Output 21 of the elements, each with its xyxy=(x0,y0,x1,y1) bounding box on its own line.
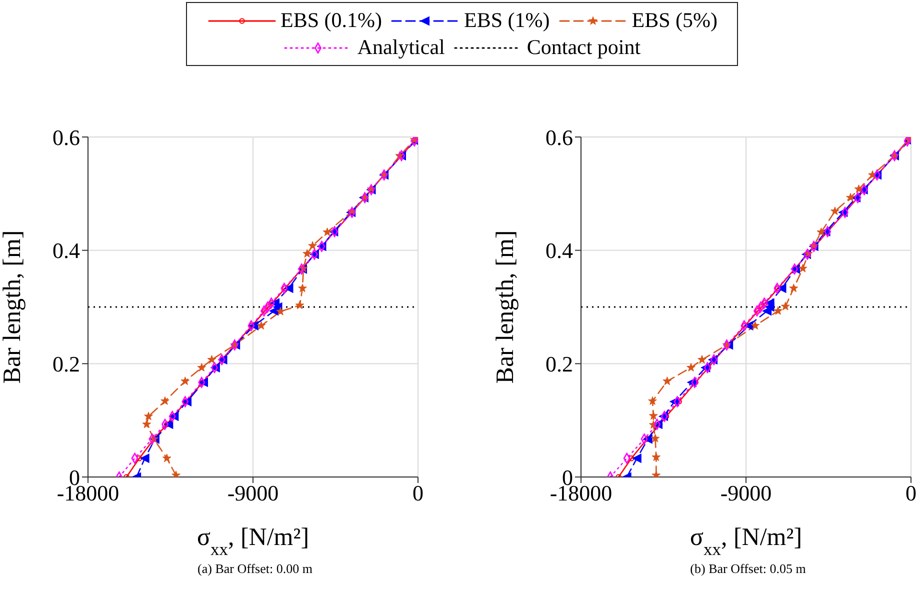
y-tick-label: 0.6 xyxy=(52,124,80,150)
y-tick-label: 0.2 xyxy=(52,351,80,376)
y-tick-label: 0.4 xyxy=(52,238,80,264)
text: (b) Bar Offset: 0.05 m xyxy=(689,561,807,577)
y-tick-label: 0.2 xyxy=(546,351,573,376)
y-tick-label: 0.4 xyxy=(546,238,573,264)
legend-label: Analytical xyxy=(357,35,445,60)
y-tick-label: 0.6 xyxy=(546,124,573,150)
y-axis-title: Bar length, [m] xyxy=(0,230,26,384)
legend-label: Contact point xyxy=(526,35,641,60)
x-axis-title: σ$_{xx}$, [N/m²] xyxy=(196,524,310,559)
y-axis-title: Bar length, [m] xyxy=(492,230,519,384)
text: (a) Bar Offset: 0.00 m xyxy=(196,561,314,577)
legend-label: EBS (5%) xyxy=(632,8,718,33)
x-tick-label: 0 xyxy=(412,480,424,506)
x-tick-label: -9000 xyxy=(720,480,772,506)
x-tick-label: -9000 xyxy=(227,480,279,506)
x-axis-title: σ$_{xx}$, [N/m²] xyxy=(690,524,802,559)
legend-label: EBS (1%) xyxy=(464,8,550,33)
x-tick-label: 0 xyxy=(906,480,916,506)
legend-label: EBS (0.1%) xyxy=(280,8,382,33)
